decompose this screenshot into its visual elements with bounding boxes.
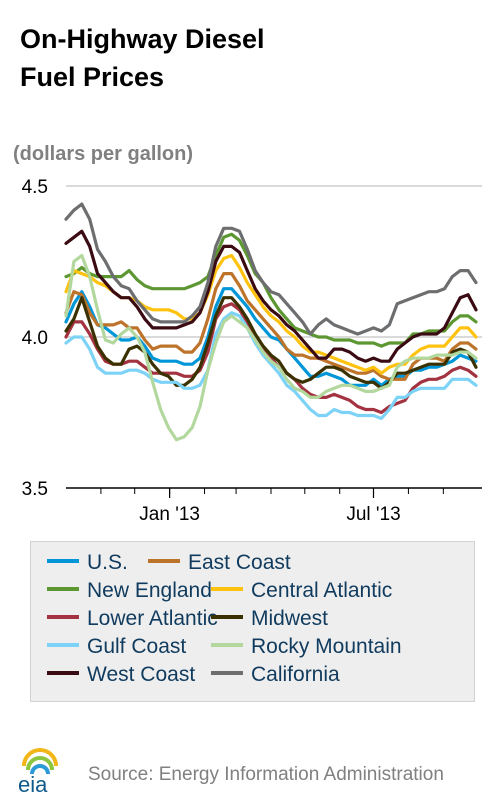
unit-label: (dollars per gallon)	[13, 143, 194, 165]
legend-item-lower-atlantic: Lower Atlantic	[47, 607, 218, 631]
eia-logo: eia	[18, 748, 58, 796]
legend-item-east-coast: East Coast	[148, 551, 291, 575]
y-tick-label: 4.5	[22, 177, 48, 198]
logo-text: eia	[18, 772, 48, 796]
series-line-gulf-coast	[64, 311, 478, 421]
legend-label: East Coast	[188, 551, 291, 574]
legend-item-midwest: Midwest	[211, 607, 328, 631]
chart-title: On-Highway Diesel Fuel Prices	[20, 20, 265, 96]
legend-swatch	[211, 643, 243, 648]
footer: eia Source: Energy Information Administr…	[10, 748, 495, 796]
legend-label: U.S.	[87, 551, 128, 574]
title-line-2: Fuel Prices	[20, 62, 165, 92]
legend-label: Midwest	[251, 607, 329, 630]
legend-label: Central Atlantic	[251, 579, 393, 602]
series-line-east-coast	[64, 271, 478, 381]
x-tick-label: Jan '13	[139, 504, 200, 525]
legend-label: New England	[87, 579, 212, 602]
legend-swatch	[47, 615, 79, 620]
legend-swatch	[211, 587, 243, 592]
legend-item-rocky-mountain: Rocky Mountain	[211, 635, 402, 659]
legend-item-u-s: U.S.	[47, 551, 128, 575]
series-line-rocky-mountain	[64, 253, 478, 442]
legend-label: Lower Atlantic	[87, 607, 218, 630]
series-line-midwest	[64, 296, 478, 390]
legend-label: Gulf Coast	[87, 635, 187, 658]
legend-swatch	[47, 559, 79, 564]
legend-swatch	[211, 615, 243, 620]
source-note: Source: Energy Information Administratio…	[88, 764, 444, 785]
legend-label: West Coast	[87, 663, 196, 686]
x-tick-label: Jul '13	[346, 504, 400, 525]
y-tick-label: 4.0	[22, 328, 48, 349]
legend-item-central-atlantic: Central Atlantic	[211, 579, 392, 603]
line-chart: 4.5 4.0 3.5 Jan '13 Jul '13	[22, 177, 482, 525]
legend-item-california: California	[211, 663, 340, 687]
legend-swatch	[47, 587, 79, 592]
legend-label: Rocky Mountain	[251, 635, 402, 658]
series-line-california	[64, 202, 478, 336]
legend-label: California	[251, 663, 340, 686]
legend-item-new-england: New England	[47, 579, 212, 603]
legend-swatch	[211, 671, 243, 676]
legend-swatch	[148, 559, 180, 564]
legend-swatch	[47, 671, 79, 676]
legend-item-west-coast: West Coast	[47, 663, 195, 687]
legend-item-gulf-coast: Gulf Coast	[47, 635, 186, 659]
y-tick-label: 3.5	[22, 479, 48, 500]
title-line-1: On-Highway Diesel	[20, 24, 265, 54]
legend-swatch	[47, 643, 79, 648]
series-line-west-coast	[64, 229, 478, 363]
legend: U.S. East Coast New England Central Atlanti…	[30, 541, 475, 702]
